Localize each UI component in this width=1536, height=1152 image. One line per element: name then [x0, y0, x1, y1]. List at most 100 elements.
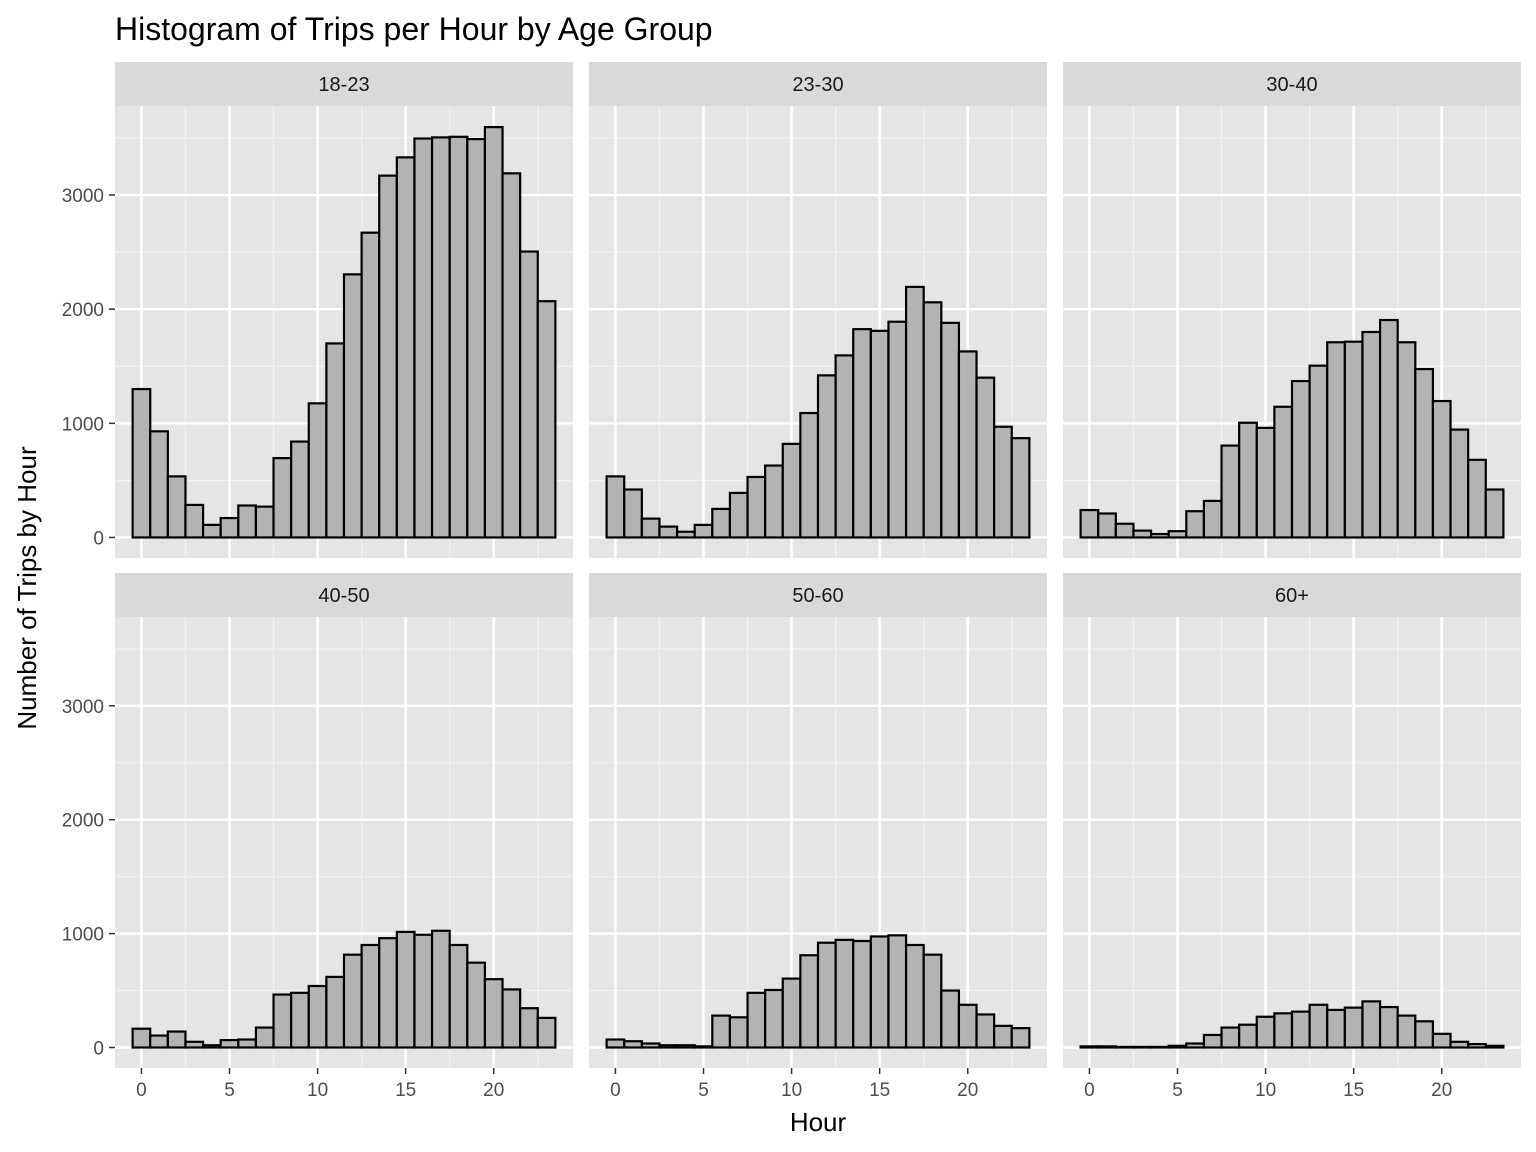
histogram-bar — [483, 126, 504, 539]
histogram-bar — [781, 977, 802, 1049]
histogram-bar — [1255, 426, 1276, 539]
histogram-bar — [413, 137, 434, 539]
histogram-bar — [166, 475, 187, 539]
histogram-bar — [430, 929, 451, 1049]
facet-strip-label: 18-23 — [318, 74, 369, 96]
histogram-bar — [360, 231, 381, 539]
histogram-bar — [1396, 341, 1417, 539]
x-tick-label: 15 — [1343, 1080, 1364, 1101]
histogram-bar — [1255, 1015, 1276, 1049]
y-tick-label: 3000 — [62, 186, 104, 207]
histogram-bar — [1431, 399, 1452, 539]
y-tick-label: 1000 — [62, 414, 104, 435]
histogram-bar — [342, 273, 363, 539]
chart-title: Histogram of Trips per Hour by Age Group — [115, 11, 713, 47]
histogram-bar — [993, 1024, 1013, 1049]
histogram-bar — [746, 475, 767, 539]
y-tick-label: 2000 — [62, 811, 104, 832]
x-tick-label: 10 — [1255, 1080, 1276, 1101]
histogram-bar — [834, 354, 855, 539]
histogram-bar — [307, 402, 328, 539]
histogram-bar — [1149, 532, 1170, 539]
histogram-bar — [325, 342, 346, 539]
histogram-bar — [1132, 529, 1153, 539]
histogram-bar — [605, 1038, 626, 1049]
histogram-bar — [1167, 1044, 1188, 1049]
facet-strip — [1063, 573, 1521, 617]
histogram-bar — [519, 250, 539, 539]
histogram-bar — [290, 991, 310, 1049]
histogram-bar — [1290, 1010, 1311, 1049]
histogram-bar — [1097, 512, 1117, 539]
histogram-bar — [640, 1042, 661, 1049]
x-tick-label: 5 — [1172, 1080, 1183, 1101]
x-tick-label: 10 — [781, 1080, 802, 1101]
histogram-bar — [781, 442, 802, 539]
histogram-bar — [272, 457, 293, 539]
histogram-bar — [184, 503, 205, 539]
histogram-bar — [325, 975, 346, 1049]
y-tick-label: 3000 — [62, 697, 104, 718]
histogram-bar — [1202, 1033, 1223, 1049]
histogram-bar — [940, 321, 961, 539]
facet-panel-40-50: 40-50 0 1000 2000 3000 0 5 10 15 20 — [62, 573, 573, 1101]
x-tick-label: 0 — [610, 1080, 621, 1101]
histogram-bar — [1097, 1045, 1117, 1049]
histogram-bar — [922, 301, 943, 539]
histogram-bar — [1361, 330, 1382, 539]
histogram-bar — [711, 507, 732, 539]
histogram-bar — [675, 530, 696, 539]
histogram-bar — [290, 440, 310, 539]
histogram-bar — [219, 1038, 240, 1049]
histogram-bar — [131, 387, 152, 539]
histogram-bar — [922, 953, 943, 1049]
histogram-bar — [993, 425, 1013, 539]
histogram-bar — [1308, 364, 1329, 539]
histogram-bar — [764, 464, 784, 539]
histogram-bar — [1414, 367, 1435, 539]
histogram-bar — [1467, 1042, 1487, 1049]
histogram-bar — [519, 1007, 539, 1049]
histogram-bar — [307, 984, 328, 1049]
histogram-bar — [869, 935, 890, 1049]
histogram-bar — [1484, 488, 1505, 539]
histogram-bar — [1010, 1027, 1031, 1049]
histogram-bar — [887, 320, 908, 539]
x-tick-label: 0 — [136, 1080, 147, 1101]
histogram-bar — [799, 411, 820, 539]
histogram-bar — [1326, 341, 1346, 539]
histogram-bar — [184, 1040, 205, 1049]
facet-strip-label: 50-60 — [792, 585, 843, 607]
histogram-bar — [254, 505, 275, 539]
histogram-bar — [623, 488, 643, 539]
facet-strip — [1063, 62, 1521, 106]
facet-strip — [589, 62, 1047, 106]
histogram-bar — [728, 491, 749, 539]
histogram-bar — [1378, 1005, 1399, 1049]
histogram-bar — [272, 993, 293, 1049]
histogram-bar — [1414, 1020, 1435, 1049]
histogram-bar — [201, 523, 222, 539]
facet-strip — [115, 573, 573, 617]
histogram-bar — [466, 961, 487, 1049]
histogram-bar — [1079, 508, 1100, 539]
histogram-bar — [1484, 1044, 1505, 1049]
histogram-bar — [1220, 1026, 1241, 1049]
y-tick-label: 2000 — [62, 300, 104, 321]
histogram-bar — [1114, 522, 1135, 539]
histogram-bar — [799, 954, 820, 1049]
histogram-bar — [1238, 1023, 1258, 1049]
facet-strip-label: 30-40 — [1266, 74, 1317, 96]
histogram-bar — [1431, 1032, 1452, 1049]
histogram-bar — [1343, 1006, 1364, 1049]
panel-background — [1063, 617, 1521, 1068]
histogram-bar — [1308, 1003, 1329, 1049]
facet-strip-label: 40-50 — [318, 585, 369, 607]
histogram-bar — [852, 328, 872, 539]
histogram-bar — [536, 1016, 557, 1049]
histogram-bar — [675, 1044, 696, 1049]
histogram-bar — [940, 989, 961, 1049]
x-axis-title: Hour — [790, 1107, 847, 1137]
facet-strip-label: 23-30 — [792, 74, 843, 96]
histogram-bar — [342, 953, 363, 1049]
